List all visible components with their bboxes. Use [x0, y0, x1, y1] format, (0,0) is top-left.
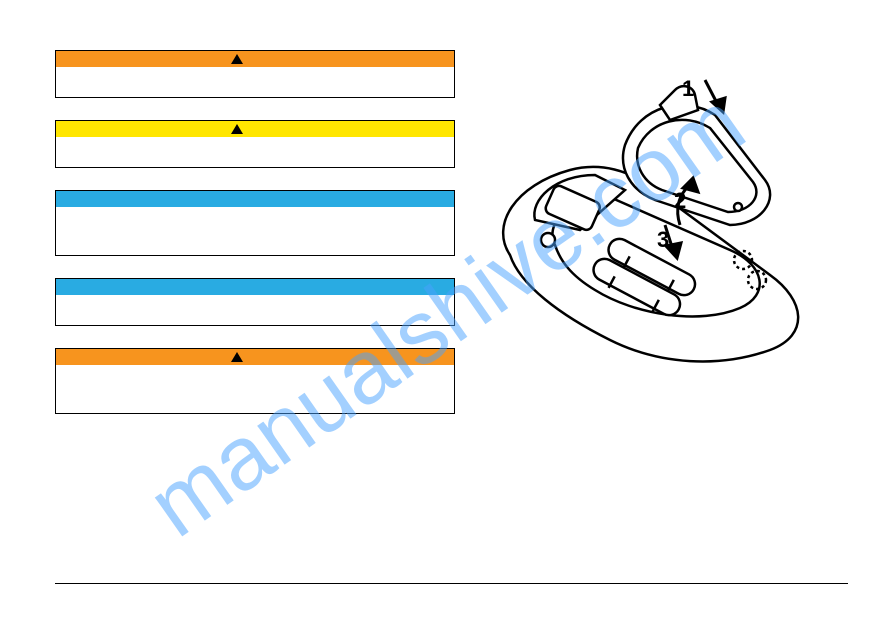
caution-bar — [56, 121, 454, 137]
notice-bar — [56, 191, 454, 207]
warning-body — [56, 67, 454, 97]
warning-triangle-icon — [231, 124, 243, 134]
callout-2: 2 — [674, 188, 686, 213]
warning-triangle-icon — [231, 352, 243, 362]
notice-box — [55, 190, 455, 256]
caution-box — [55, 120, 455, 168]
notice-box — [55, 278, 455, 326]
callout-3: 3 — [657, 227, 669, 252]
warning-box — [55, 50, 455, 98]
notice-body — [56, 207, 454, 255]
warning-box — [55, 348, 455, 414]
battery-install-figure: 1 2 3 — [460, 50, 860, 380]
footer-rule — [55, 583, 848, 584]
warning-body — [56, 365, 454, 413]
device-illustration: 1 2 3 — [460, 50, 860, 380]
warning-bar — [56, 349, 454, 365]
warning-boxes-column — [55, 50, 455, 436]
manual-page: manualshive.com — [0, 0, 893, 629]
warning-bar — [56, 51, 454, 67]
notice-bar — [56, 279, 454, 295]
notice-body — [56, 295, 454, 325]
warning-triangle-icon — [231, 54, 243, 64]
callout-1: 1 — [682, 76, 694, 101]
caution-body — [56, 137, 454, 167]
